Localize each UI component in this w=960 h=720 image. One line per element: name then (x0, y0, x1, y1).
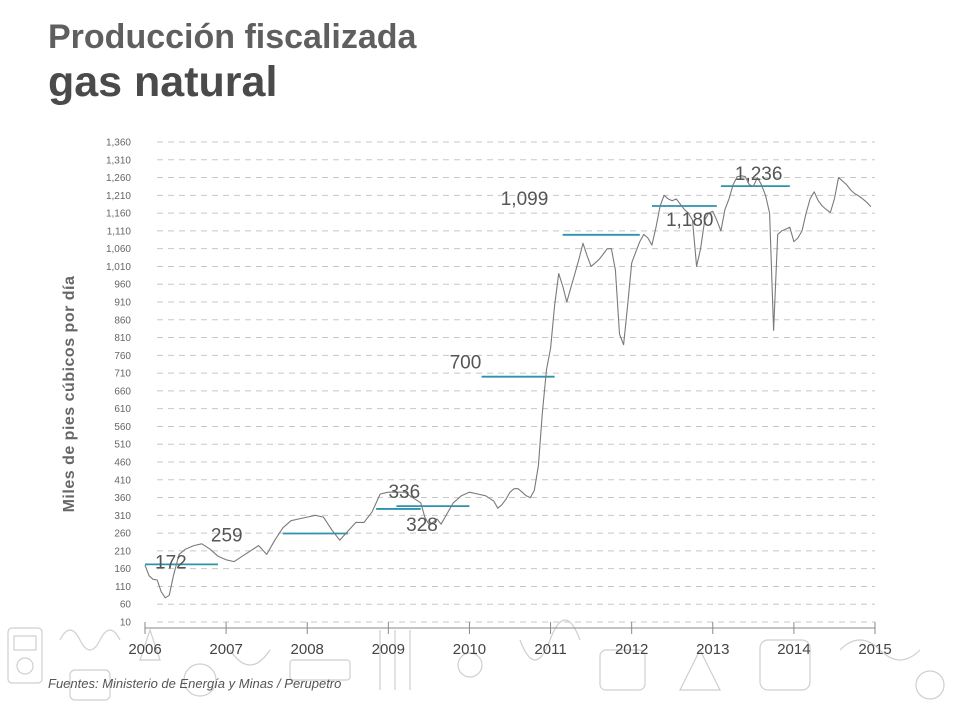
y-tick-label: 760 (114, 351, 131, 362)
chart-title-line2: gas natural (48, 58, 278, 106)
y-tick-label: 460 (114, 458, 131, 469)
x-tick-label: 2014 (777, 641, 810, 658)
y-tick-label: 110 (115, 582, 131, 593)
y-tick-label: 1,010 (106, 262, 131, 273)
y-tick-label: 560 (114, 422, 131, 433)
average-labels: 172 259 328 336 700 1,099 1,180 1,236 (155, 164, 782, 573)
x-tick-label: 2008 (291, 641, 324, 658)
average-value-label: 172 (155, 552, 187, 573)
gridlines (157, 141, 875, 623)
y-tick-label: 860 (114, 315, 131, 326)
x-tick-label: 2010 (453, 641, 486, 658)
average-value-label: 336 (388, 482, 420, 503)
average-value-label: 1,099 (501, 189, 549, 210)
source-note: Fuentes: Ministerio de Energía y Minas /… (48, 676, 342, 691)
x-tick-label: 2007 (209, 641, 242, 658)
y-tick-labels: 1,360 1,310 1,260 1,210 1,160 1,110 1,060 1,010… (106, 138, 131, 629)
y-tick-label: 1,360 (106, 138, 131, 149)
x-tick-label: 2012 (615, 641, 648, 658)
average-value-label: 700 (450, 353, 482, 374)
y-tick-label: 360 (114, 493, 131, 504)
y-tick-label: 910 (114, 298, 131, 309)
y-tick-label: 410 (114, 475, 131, 486)
y-tick-label: 10 (120, 618, 132, 629)
y-tick-label: 960 (114, 280, 131, 291)
chart-title-line1: Producción fiscalizada (48, 18, 417, 56)
y-tick-label: 310 (114, 511, 131, 522)
decorative-background-doodles (7, 619, 945, 701)
average-value-label: 1,236 (735, 164, 783, 185)
y-tick-label: 1,210 (106, 191, 131, 202)
x-tick-label: 2009 (372, 641, 405, 658)
y-tick-label: 1,160 (106, 209, 131, 220)
average-value-label: 328 (406, 515, 438, 536)
y-tick-label: 1,110 (107, 226, 132, 237)
y-tick-label: 660 (114, 386, 131, 397)
y-tick-label: 160 (114, 564, 131, 575)
x-tick-label: 2015 (858, 641, 891, 658)
y-tick-label: 610 (114, 404, 131, 415)
average-value-label: 259 (211, 525, 243, 546)
average-value-label: 1,180 (666, 210, 714, 231)
x-tick-label: 2013 (696, 641, 729, 658)
y-tick-label: 510 (114, 440, 131, 451)
y-tick-label: 260 (114, 529, 131, 540)
production-series-line (144, 175, 872, 599)
y-tick-label: 1,060 (106, 244, 131, 255)
y-tick-label: 1,310 (106, 155, 131, 166)
average-lines (145, 185, 790, 566)
y-tick-label: 810 (114, 333, 131, 344)
y-tick-label: 210 (114, 546, 131, 557)
series-lines (144, 175, 872, 599)
y-tick-label: 1,260 (106, 173, 131, 184)
x-tick-label: 2006 (128, 641, 161, 658)
x-tick-label: 2011 (534, 641, 566, 658)
y-tick-label: 710 (114, 369, 131, 380)
y-tick-label: 60 (120, 600, 132, 611)
x-axis: 2006 2007 2008 2009 2010 2011 2012 2013 2014 2015 (128, 622, 892, 658)
